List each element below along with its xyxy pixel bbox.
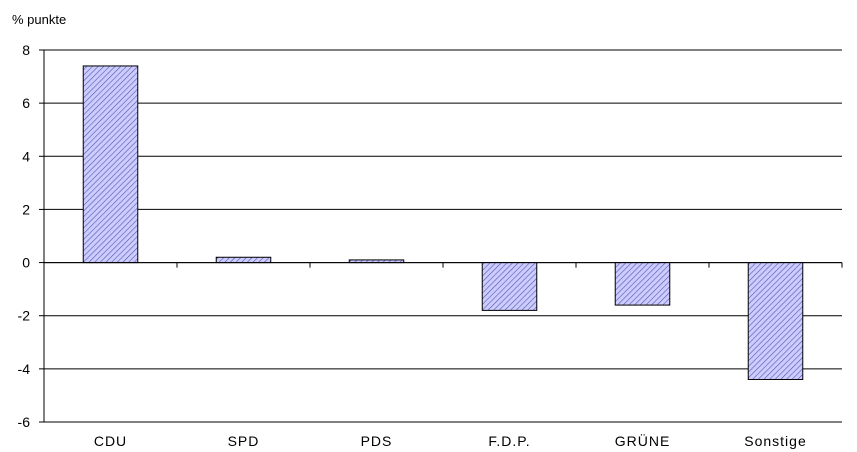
y-tick-label: -2: [18, 308, 31, 324]
y-tick-label: 8: [22, 42, 30, 58]
bar-sonstige: [747, 262, 804, 380]
x-category-label: Sonstige: [744, 433, 806, 449]
x-category-label: CDU: [94, 433, 127, 449]
bars: [82, 65, 804, 380]
bar-spd: [215, 256, 272, 264]
y-tick-label: 0: [22, 255, 30, 271]
bar-cdu: [82, 65, 139, 264]
bar-grüne: [614, 262, 671, 306]
x-axis-labels: CDU SPD PDS F.D.P. GRÜNE Sonstige: [94, 432, 806, 449]
x-category-label: SPD: [228, 433, 260, 449]
y-axis-label: % punkte: [12, 12, 66, 27]
gridlines: [44, 49, 842, 423]
bar-f-d-p: [481, 262, 538, 311]
x-category-label: F.D.P.: [488, 433, 530, 449]
y-tick-label: 2: [22, 201, 30, 217]
x-category-label: GRÜNE: [615, 432, 671, 449]
y-tick-label: -4: [18, 361, 31, 377]
y-tick-label: -6: [18, 414, 31, 430]
y-axis-ticks: -6 -4 -2 0 2 4 6 8: [18, 42, 44, 430]
y-tick-label: 4: [22, 148, 30, 164]
y-tick-label: 6: [22, 95, 30, 111]
axes: [43, 50, 843, 422]
x-category-label: PDS: [361, 433, 393, 449]
